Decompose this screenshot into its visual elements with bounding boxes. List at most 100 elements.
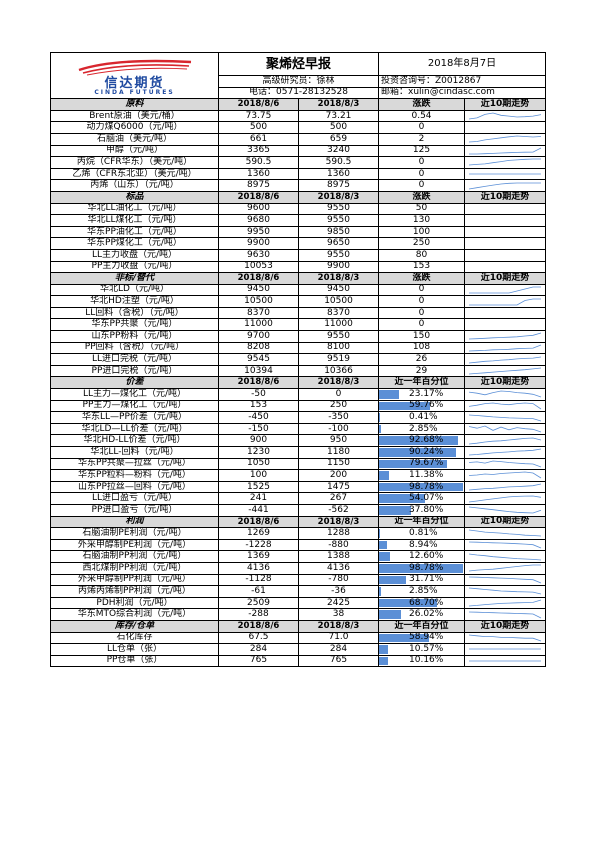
sparkline	[468, 588, 542, 595]
table-row: 华北LL-回料（元/吨） 1230 1180 90.24%	[50, 446, 547, 459]
sparkline-path	[468, 448, 542, 456]
sparkline	[468, 182, 542, 190]
table-row: 华北LD—LL价差（元/吨） -150 -100 2.85%	[50, 422, 547, 436]
col-change-header: 近一年百分位	[378, 376, 466, 390]
col-change-header: 涨跌	[378, 98, 466, 111]
sparkline-cell	[464, 457, 547, 471]
col-change-header: 涨跌	[378, 190, 466, 204]
percentile-value: 92.68%	[409, 435, 444, 446]
percentile-cell: 92.68%	[378, 434, 466, 447]
col-date-current: 2018/8/6	[218, 376, 299, 390]
value-current: 1369	[218, 550, 299, 563]
sparkline-cell	[464, 167, 547, 181]
row-label: 甲醇（元/吨）	[50, 144, 219, 158]
col-date-current: 2018/8/6	[218, 619, 299, 633]
table-row: 外采甲醇制PP利润（元/吨） -1128 -780 31.71%	[50, 573, 547, 587]
row-label: LL仓单（张）	[50, 643, 219, 656]
sparkline-cell	[464, 109, 547, 123]
sparkline-cell	[464, 341, 547, 355]
percentile-bar	[379, 413, 381, 422]
sparkline-path	[468, 182, 542, 190]
sparkline-cell	[464, 121, 547, 134]
percentile-bar	[379, 390, 399, 399]
change-value: 130	[378, 214, 466, 227]
percentile-value: 54.07%	[409, 493, 444, 504]
value-current: 4136	[218, 561, 299, 575]
sparkline-path	[468, 553, 542, 561]
value-current: -50	[218, 388, 299, 401]
row-label: Brent原油（美元/桶）	[50, 109, 219, 123]
value-current: 1525	[218, 480, 299, 494]
value-current: 9900	[218, 237, 299, 250]
row-label: 华北LL煤化工（元/吨）	[50, 214, 219, 227]
analyst-name: 高级研究员：徐林	[217, 75, 380, 88]
table-row: PDH利润（元/吨） 2509 2425 68.70%	[50, 596, 547, 610]
value-current: 9545	[218, 353, 299, 366]
company-logo: 信达期货 CINDA FUTURES	[52, 54, 218, 98]
value-previous: -562	[297, 503, 380, 517]
sparkline-cell	[464, 434, 547, 447]
sparkline-path	[468, 588, 542, 595]
sparkline	[469, 541, 542, 549]
sparkline-cell	[464, 643, 547, 656]
table-row: LL进口盈亏（元/吨） 241 267 54.07%	[50, 492, 547, 505]
percentile-cell: 11.38%	[378, 469, 466, 482]
value-previous: 10366	[297, 364, 380, 378]
value-previous: 267	[297, 492, 380, 505]
value-previous: 1388	[297, 550, 380, 563]
value-current: -288	[218, 608, 299, 621]
percentile-cell: 31.71%	[378, 573, 466, 587]
col-trend-header: 近10期走势	[464, 190, 547, 204]
col-date-current: 2018/8/6	[218, 272, 299, 285]
value-current: -61	[218, 585, 299, 598]
sparkline-path	[468, 564, 542, 572]
row-label: 石脑油制PP利润（元/吨）	[50, 550, 219, 563]
percentile-cell: 58.94%	[378, 631, 466, 645]
value-previous: 500	[297, 121, 380, 134]
sparkline	[468, 425, 542, 433]
sparkline-path	[468, 402, 542, 410]
value-previous: 71.0	[297, 631, 380, 645]
change-value: 26	[378, 353, 466, 366]
table-row: 华北LD（元/吨） 9450 9450 0	[50, 283, 547, 297]
value-current: -1228	[218, 538, 299, 552]
value-previous: -880	[297, 538, 380, 552]
value-current: 8370	[218, 306, 299, 320]
col-date-previous: 2018/8/3	[297, 515, 380, 529]
row-label: PP主力—煤化工（元/吨）	[50, 399, 219, 413]
sparkline	[468, 599, 542, 607]
sparkline-path	[469, 286, 542, 294]
row-label: 丙烯丙烯制PP利润（元/吨）	[50, 585, 219, 598]
row-label: 华北LD—LL价差（元/吨）	[50, 422, 219, 436]
value-previous: -350	[297, 411, 380, 424]
sparkline	[468, 356, 542, 363]
percentile-value: 37.80%	[409, 504, 444, 515]
row-label: PP进口完税（元/吨）	[50, 364, 219, 378]
sparkline-path	[468, 367, 542, 375]
sparkline-cell	[464, 503, 547, 517]
percentile-value: 23.17%	[409, 388, 444, 399]
row-label: 华东PP共聚—拉丝（元/吨）	[50, 457, 219, 471]
change-value: 108	[378, 341, 466, 355]
table-row: 山东PP拉丝—回料（元/吨） 1525 1475 98.78%	[50, 480, 547, 494]
value-previous: 1360	[297, 167, 380, 181]
sparkline-path	[469, 541, 542, 549]
change-value: 0	[378, 179, 466, 192]
percentile-value: 58.94%	[409, 632, 444, 643]
row-label: 华东PP共聚（元/吨）	[50, 318, 219, 332]
percentile-bar	[379, 540, 387, 550]
change-value: 0	[378, 156, 466, 169]
value-previous: 11000	[297, 318, 380, 332]
change-value: 80	[378, 248, 466, 262]
value-current: 73.75	[218, 109, 299, 123]
change-value: 0	[378, 121, 466, 134]
sparkline	[468, 437, 542, 445]
value-current: 2509	[218, 596, 299, 610]
sparkline-path	[469, 576, 542, 584]
value-current: -441	[218, 503, 299, 517]
value-current: 10053	[218, 260, 299, 274]
sparkline-path	[468, 460, 542, 468]
row-label: 石脑油制PE利润（元/吨）	[50, 527, 219, 540]
value-previous: -36	[297, 585, 380, 598]
change-value: 125	[378, 144, 466, 158]
